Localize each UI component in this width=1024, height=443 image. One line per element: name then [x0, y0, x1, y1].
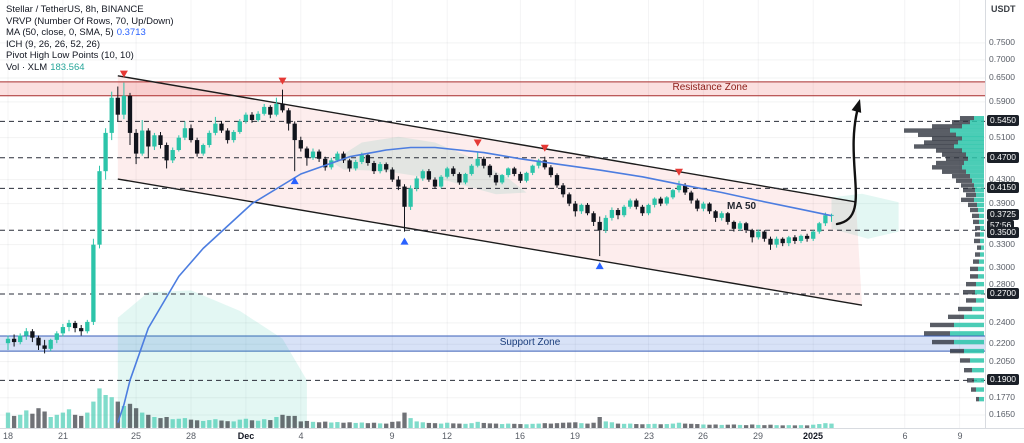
time-axis-label: 4: [298, 431, 304, 441]
pivot-high-icon: [675, 168, 683, 176]
time-axis-label: 16: [514, 431, 526, 441]
price-axis-label: 0.2050: [989, 356, 1015, 366]
time-axis-label: 12: [441, 431, 453, 441]
price-level-badge: 0.1900: [987, 374, 1019, 385]
legend-row[interactable]: VRVP (Number Of Rows, 70, Up/Down): [6, 16, 174, 28]
volume-bars: [5, 388, 834, 428]
time-axis-label: 19: [569, 431, 581, 441]
time-axis-label: 9: [389, 431, 395, 441]
legend-row[interactable]: MA (50, close, 0, SMA, 5) 0.3713: [6, 27, 174, 39]
legend-row-value: 0.3713: [116, 27, 146, 38]
arrow-head-icon: [851, 99, 862, 113]
time-axis-label: 23: [643, 431, 655, 441]
indicator-legend: Stellar / TetherUS, 8h, BINANCE VRVP (Num…: [6, 4, 174, 73]
axis-currency-label: USDT: [991, 4, 1016, 14]
legend-row[interactable]: ICH (9, 26, 26, 52, 26): [6, 39, 174, 51]
volume-profile: [904, 116, 984, 402]
legend-row-title: Vol · XLM: [6, 61, 48, 73]
breakout-arrow[interactable]: [835, 99, 862, 226]
price-axis-label: 0.2200: [989, 338, 1015, 348]
price-zones[interactable]: [0, 81, 985, 352]
ma50-line: [117, 146, 832, 423]
chart-area[interactable]: Stellar / TetherUS, 8h, BINANCE VRVP (Num…: [0, 0, 985, 428]
legend-row-value: 183.564: [50, 61, 85, 73]
price-axis-label: 0.7000: [989, 54, 1015, 64]
trend-channel[interactable]: [117, 75, 863, 306]
price-axis-label: 0.3900: [989, 198, 1015, 208]
price-axis-label: 0.1770: [989, 392, 1015, 402]
legend-row[interactable]: Pivot High Low Points (10, 10): [6, 50, 174, 62]
time-axis-label: 18: [2, 431, 14, 441]
price-level-badge: 0.4700: [987, 152, 1019, 163]
time-axis-label: Dec: [237, 431, 255, 441]
time-axis-label: 6: [902, 431, 908, 441]
price-level-badge: 0.2700: [987, 288, 1019, 299]
support-zone-label[interactable]: Support Zone: [499, 337, 561, 348]
price-axis-label: 0.7500: [989, 37, 1015, 47]
chart-grid: [0, 0, 985, 428]
legend-row-title: VRVP (Number Of Rows, 70, Up/Down): [6, 15, 174, 27]
pivot-low-icon: [400, 237, 409, 245]
time-axis-label: 29: [752, 431, 764, 441]
price-level-badge: 0.5450: [987, 115, 1019, 126]
time-axis-label: 25: [130, 431, 142, 441]
time-axis-label: 2025: [802, 431, 824, 441]
time-axis-label: 9: [957, 431, 963, 441]
pivot-high-icon: [473, 139, 482, 147]
legend-row-title: MA (50, close, 0, SMA, 5): [6, 27, 114, 38]
legend-row[interactable]: Stellar / TetherUS, 8h, BINANCE: [6, 4, 174, 16]
price-axis-label: 0.1650: [989, 409, 1015, 419]
price-axis-label: 0.5100: [989, 132, 1015, 142]
price-axis-label: 0.5900: [989, 96, 1015, 106]
price-axis-label: 0.2400: [989, 317, 1015, 327]
legend-row-title: Stellar / TetherUS, 8h, BINANCE: [6, 4, 144, 15]
legend-row-title: ICH (9, 26, 26, 52, 26): [6, 38, 100, 50]
pivot-low-icon: [290, 177, 299, 185]
pivot-high-icon: [540, 144, 549, 152]
price-level-badge: 0.3725: [987, 209, 1019, 220]
pivot-high-icon: [278, 77, 287, 85]
price-level-badge: 0.3500: [987, 227, 1019, 238]
price-axis-label: 0.2800: [989, 279, 1015, 289]
time-axis[interactable]: 18 21 25 28 Dec 4 9 12 16 19 23 26 29 2025 6 9: [0, 428, 1024, 443]
pivot-high-icon: [119, 70, 128, 78]
pivot-low-icon: [595, 262, 604, 270]
price-axis-label: 0.4300: [989, 174, 1015, 184]
time-axis-label: 21: [57, 431, 69, 441]
price-level-badge: 0.4150: [987, 182, 1019, 193]
price-level-badge: 57:56: [987, 220, 1015, 231]
candlestick-chart: [0, 0, 985, 428]
legend-row-title: Pivot High Low Points (10, 10): [6, 50, 134, 61]
time-axis-label: 28: [185, 431, 197, 441]
legend-row[interactable]: Vol · XLM 183.564: [6, 62, 174, 74]
price-axis[interactable]: USDT 0.7500 0.7000 0.6500 0.5900 0.5450 0.510…: [985, 0, 1024, 443]
pivot-markers: [119, 70, 683, 270]
price-axis-label: 0.3300: [989, 239, 1015, 249]
price-axis-label: 0.3000: [989, 262, 1015, 272]
time-axis-label: 26: [697, 431, 709, 441]
price-axis-label: 0.6500: [989, 72, 1015, 82]
ma50-line-label[interactable]: MA 50: [727, 201, 757, 212]
resistance-zone-label[interactable]: Resistance Zone: [672, 82, 748, 93]
